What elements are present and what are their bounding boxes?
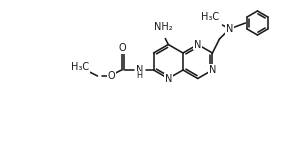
Text: NH₂: NH₂ xyxy=(154,22,173,33)
Text: O: O xyxy=(119,43,127,53)
Text: N: N xyxy=(226,24,233,34)
Text: H₃C: H₃C xyxy=(201,12,220,22)
Text: H: H xyxy=(137,72,143,80)
Text: N: N xyxy=(165,73,172,84)
Text: O: O xyxy=(108,71,115,81)
Text: N: N xyxy=(209,65,216,75)
Text: N: N xyxy=(136,65,143,75)
Text: H₃C: H₃C xyxy=(71,62,90,72)
Text: N: N xyxy=(194,40,201,49)
